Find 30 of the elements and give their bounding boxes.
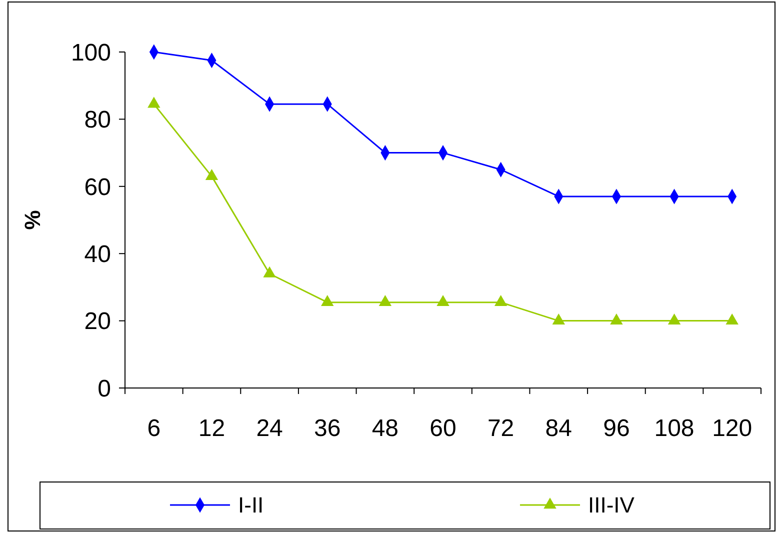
legend-label: III-IV (588, 492, 635, 518)
x-tick-label: 6 (147, 415, 161, 442)
x-tick-label: 72 (487, 415, 514, 442)
x-tick-label: 60 (430, 415, 456, 442)
point (552, 313, 565, 324)
point (494, 294, 508, 306)
x-tick-label: 48 (372, 415, 399, 442)
x-tick-label: 24 (256, 415, 283, 442)
point (610, 313, 623, 324)
y-tick-label: 20 (84, 308, 111, 336)
y-tick-label: 100 (70, 39, 111, 66)
x-tick-label: 12 (198, 415, 226, 442)
x-tick-label: 96 (603, 415, 630, 442)
point (726, 313, 738, 324)
point (378, 294, 392, 306)
x-tick-label: 120 (712, 415, 752, 442)
y-tick-label: 0 (98, 375, 111, 402)
point (668, 313, 681, 324)
y-tick-label: 40 (84, 241, 111, 268)
x-tick-label: 36 (314, 415, 341, 442)
x-tick-label: 108 (654, 415, 694, 442)
y-tick-label: 60 (84, 174, 111, 201)
point (321, 294, 334, 306)
point (436, 294, 450, 306)
point (205, 168, 218, 180)
y-axis-title: % (20, 210, 45, 230)
x-tick-label: 84 (545, 415, 572, 442)
point (263, 266, 276, 278)
legend-label: I-II (238, 492, 264, 518)
y-tick-label: 80 (84, 106, 111, 134)
